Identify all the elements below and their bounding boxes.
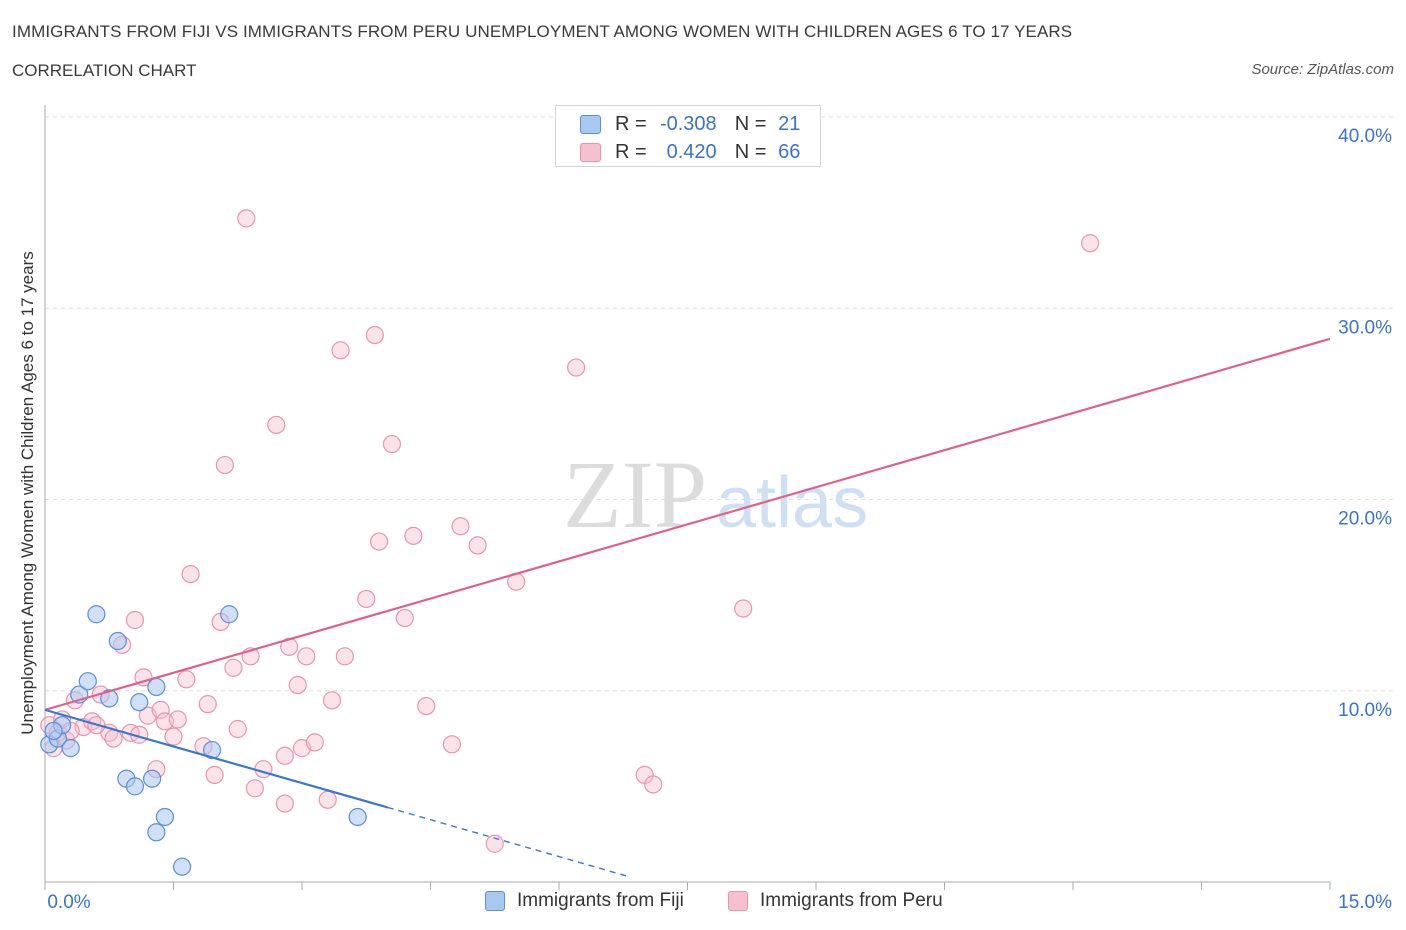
n-value-peru: 66	[778, 140, 801, 163]
fiji-point	[125, 777, 145, 796]
peru-point	[288, 675, 307, 695]
peru-point	[442, 735, 462, 754]
peru-point	[468, 536, 487, 555]
tick-labels: 10.0% 20.0% 30.0% 40.0% 0.0% 15.0%	[47, 126, 1392, 913]
peru-point	[245, 779, 264, 798]
fiji-swatch	[485, 891, 505, 911]
peru-point	[104, 729, 123, 748]
grid	[45, 116, 1395, 692]
r-label: R =	[615, 112, 647, 135]
peru-point	[215, 455, 234, 475]
fiji-trend-extension	[387, 806, 628, 877]
y-tick-label: 20.0%	[1338, 509, 1392, 530]
legend-label-peru: Immigrants from Peru	[760, 890, 943, 911]
peru-point	[181, 564, 200, 584]
fiji-point	[44, 721, 63, 741]
fiji-point	[220, 605, 239, 624]
peru-trend-line	[44, 337, 1331, 711]
legend-row-fiji: R = -0.308 N = 21	[580, 112, 800, 136]
peru-point	[151, 700, 170, 719]
peru-point	[305, 733, 324, 752]
fiji-point	[155, 807, 175, 827]
fiji-point	[78, 672, 97, 691]
peru-point	[365, 325, 384, 345]
peru-swatch	[580, 142, 601, 162]
watermark-atlas: atlas	[716, 463, 868, 543]
peru-point	[382, 434, 402, 454]
source-label: Source: ZipAtlas.com	[1251, 61, 1394, 78]
correlation-legend: R = -0.308 N = 21 R = 0.420 N = 66	[555, 105, 821, 167]
peru-point	[164, 727, 183, 746]
fiji-series	[40, 605, 367, 876]
r-value-peru: 0.420	[666, 140, 717, 163]
peru-point	[267, 415, 286, 435]
chart-title: IMMIGRANTS FROM FIJI VS IMMIGRANTS FROM …	[12, 22, 1073, 41]
watermark: ZIP atlas	[563, 441, 868, 548]
peru-point	[322, 691, 342, 710]
peru-point	[125, 610, 145, 630]
peru-point	[451, 517, 470, 536]
fiji-point	[100, 689, 119, 708]
legend-item-peru[interactable]: Immigrants from Peru	[728, 890, 943, 912]
peru-point	[205, 765, 224, 785]
peru-point	[370, 532, 389, 551]
fiji-point	[147, 677, 166, 697]
peru-point	[177, 670, 196, 689]
fiji-point	[108, 631, 127, 651]
peru-point	[275, 746, 294, 765]
legend-label-fiji: Immigrants from Fiji	[517, 890, 684, 911]
peru-point	[331, 341, 350, 360]
peru-point	[228, 719, 247, 739]
fiji-point	[87, 605, 106, 624]
peru-swatch	[728, 891, 748, 911]
peru-point	[254, 760, 273, 779]
y-tick-label: 40.0%	[1338, 126, 1392, 147]
peru-point	[644, 775, 663, 794]
fiji-point	[147, 823, 166, 842]
fiji-point	[142, 769, 162, 788]
n-value-fiji: 21	[778, 112, 801, 135]
peru-point	[198, 695, 217, 714]
chart-subtitle: CORRELATION CHART	[12, 61, 197, 80]
fiji-point	[348, 807, 367, 827]
fiji-swatch	[580, 114, 601, 134]
fiji-point	[61, 739, 80, 758]
fiji-point	[172, 857, 192, 876]
legend-row-peru: R = 0.420 N = 66	[580, 140, 800, 164]
watermark-zip: ZIP	[563, 441, 707, 548]
peru-point	[335, 647, 354, 666]
trend-lines	[44, 337, 1331, 877]
peru-point	[357, 589, 376, 609]
peru-point	[318, 790, 337, 809]
y-tick-label: 30.0%	[1338, 317, 1392, 338]
fiji-trend-line	[44, 708, 388, 809]
x-tick-label-max: 15.0%	[1338, 892, 1392, 913]
peru-point	[237, 209, 256, 228]
peru-point	[417, 696, 436, 716]
peru-point	[168, 710, 187, 729]
n-label: N =	[734, 140, 767, 163]
peru-point	[404, 526, 423, 545]
peru-point	[734, 599, 753, 618]
x-tick-label-min: 0.0%	[47, 892, 90, 913]
peru-point	[275, 794, 294, 813]
y-tick-label: 10.0%	[1338, 700, 1392, 721]
peru-point	[395, 608, 414, 628]
axes	[44, 105, 1331, 890]
peru-point	[567, 358, 586, 377]
r-label: R =	[615, 140, 647, 163]
peru-point	[224, 658, 243, 677]
series-legend: Immigrants from Fiji Immigrants from Per…	[0, 890, 1406, 916]
peru-point	[297, 647, 316, 666]
r-value-fiji: -0.308	[659, 112, 717, 135]
fiji-point	[130, 693, 149, 712]
legend-item-fiji[interactable]: Immigrants from Fiji	[485, 890, 684, 912]
peru-point	[1081, 234, 1100, 253]
n-label: N =	[734, 112, 767, 135]
